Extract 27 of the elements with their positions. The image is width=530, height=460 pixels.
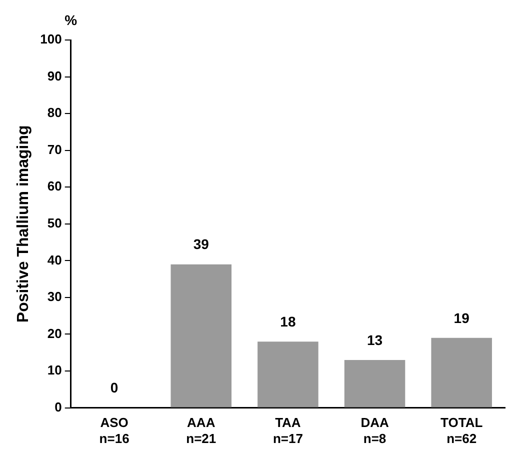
y-tick-label: 80 [47, 105, 62, 120]
text: % [64, 12, 78, 28]
y-tick-label: 50 [47, 215, 62, 230]
data-label: 18 [280, 313, 296, 330]
data-label: 0 [110, 380, 118, 396]
y-axis-title: Positive Thallium imaging [15, 125, 32, 323]
y-tick-label: 30 [47, 289, 62, 304]
bar [431, 338, 492, 408]
y-tick-label: 10 [47, 362, 62, 378]
x-tick-label: ASO n=16 [99, 415, 130, 446]
bar [344, 360, 406, 408]
x-tick-label: TAA n=17 [272, 415, 303, 446]
x-tick-label: TOTAL n=62 [440, 415, 483, 446]
bar [170, 264, 232, 408]
y-tick-label: 70 [47, 142, 62, 157]
y-tick-label: 20 [47, 326, 62, 341]
data-label: 13 [366, 332, 383, 348]
y-tick-label: 40 [47, 252, 62, 268]
y-tick-label: 0 [54, 399, 62, 414]
x-tick-label: DAA n=8 [360, 415, 390, 446]
data-label: 19 [454, 310, 470, 326]
y-tick-label: 90 [47, 68, 62, 84]
y-tick-label: 100 [40, 32, 62, 47]
y-tick-label: 60 [47, 178, 62, 194]
bar [258, 342, 318, 408]
x-tick-label: AAA n=21 [186, 415, 216, 446]
data-label: 39 [193, 236, 210, 252]
